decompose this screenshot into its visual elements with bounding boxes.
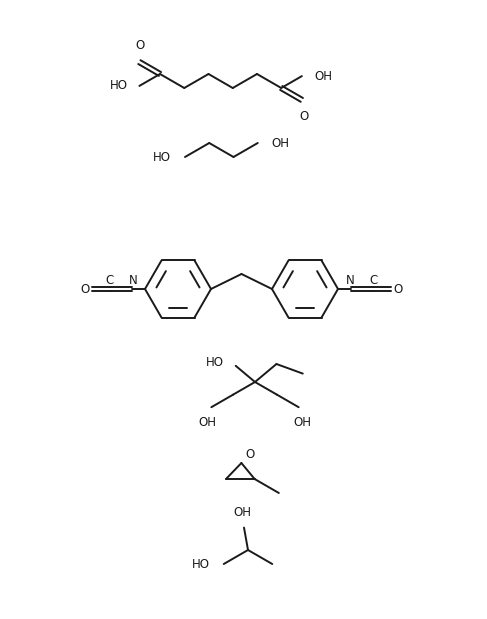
Text: HO: HO: [206, 357, 224, 370]
Text: N: N: [346, 274, 355, 287]
Text: OH: OH: [272, 137, 290, 150]
Text: OH: OH: [315, 69, 333, 82]
Text: OH: OH: [198, 416, 216, 429]
Text: O: O: [80, 282, 90, 295]
Text: O: O: [393, 282, 402, 295]
Text: C: C: [106, 274, 114, 287]
Text: O: O: [299, 110, 308, 123]
Text: O: O: [136, 39, 145, 52]
Text: HO: HO: [110, 79, 128, 92]
Text: OH: OH: [233, 506, 251, 519]
Text: HO: HO: [192, 558, 210, 571]
Text: N: N: [129, 274, 137, 287]
Text: HO: HO: [153, 150, 171, 163]
Text: O: O: [246, 449, 255, 462]
Text: OH: OH: [294, 416, 312, 429]
Text: C: C: [369, 274, 377, 287]
